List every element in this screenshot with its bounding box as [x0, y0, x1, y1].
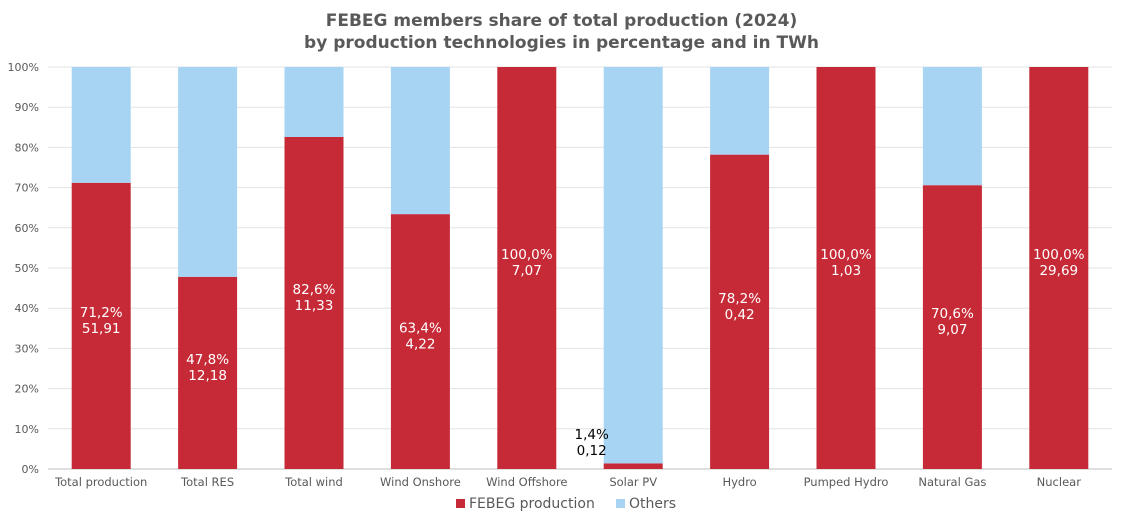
data-label-twh: 1,03 — [831, 263, 861, 279]
bar-febeg-8 — [922, 185, 982, 470]
bar-others-5 — [603, 67, 663, 464]
x-category-label: Hydro — [722, 475, 756, 489]
data-label-percent: 63,4% — [399, 321, 442, 337]
x-category-label: Pumped Hydro — [804, 475, 889, 489]
data-label-twh: 0,12 — [577, 443, 607, 459]
bar-febeg-1 — [178, 276, 238, 469]
legend-swatch-others — [616, 499, 625, 508]
legend-swatch-febeg — [456, 499, 465, 508]
data-label-twh: 9,07 — [937, 322, 967, 338]
data-label-twh: 29,69 — [1039, 263, 1078, 279]
bar-febeg-5 — [603, 463, 663, 469]
bar-febeg-7 — [816, 67, 876, 469]
y-tick-label: 60% — [15, 222, 39, 235]
y-tick-label: 70% — [15, 182, 39, 195]
data-label-percent: 47,8% — [186, 352, 229, 368]
y-tick-label: 50% — [15, 262, 39, 275]
data-label-twh: 51,91 — [82, 321, 121, 337]
bar-febeg-4 — [497, 67, 557, 469]
data-label-percent: 70,6% — [931, 306, 974, 322]
y-tick-label: 80% — [15, 141, 39, 154]
y-tick-label: 90% — [15, 101, 39, 114]
x-category-label: Wind Onshore — [380, 475, 461, 489]
data-label-twh: 11,33 — [295, 298, 334, 314]
legend: FEBEG production Others — [456, 496, 676, 512]
data-label-percent: 1,4% — [575, 427, 609, 443]
bar-others-8 — [922, 67, 982, 186]
data-label-percent: 71,2% — [80, 305, 123, 321]
bar-others-6 — [710, 67, 770, 155]
bar-others-2 — [284, 67, 344, 137]
x-category-label: Wind Offshore — [486, 475, 567, 489]
data-label-twh: 7,07 — [512, 263, 542, 279]
bars — [71, 67, 1089, 470]
data-label-percent: 100,0% — [820, 247, 872, 263]
y-tick-label: 30% — [15, 342, 39, 355]
title-line-2: by production technologies in percentage… — [304, 33, 819, 53]
data-label-percent: 78,2% — [718, 291, 761, 307]
bar-febeg-0 — [71, 182, 131, 469]
data-label-percent: 82,6% — [293, 282, 336, 298]
y-tick-label: 0% — [22, 463, 39, 476]
bar-others-1 — [178, 67, 238, 277]
bar-others-0 — [71, 67, 131, 183]
x-category-label: Total RES — [180, 475, 234, 489]
data-labels: 71,2%51,91 47,8%12,18 82,6%11,33 63,4%4,22 1… — [80, 247, 1085, 459]
bar-febeg-2 — [284, 136, 344, 469]
chart-title: FEBEG members share of total production … — [0, 10, 1123, 54]
y-tick-label: 40% — [15, 302, 39, 315]
y-axis: 0% 10% 20% 30% 40% 50% 60% 70% 80% 90% 100% — [8, 61, 39, 476]
x-category-label: Total wind — [284, 475, 343, 489]
x-axis: Total production Total RES Total wind Wind … — [54, 475, 1081, 489]
data-label-twh: 4,22 — [405, 337, 435, 353]
bar-febeg-6 — [710, 154, 770, 470]
bar-others-3 — [390, 67, 450, 215]
bar-febeg-9 — [1029, 67, 1089, 469]
x-category-label: Solar PV — [609, 475, 657, 489]
data-label-twh: 0,42 — [725, 307, 755, 323]
title-line-1: FEBEG members share of total production … — [325, 11, 798, 31]
x-category-label: Nuclear — [1037, 475, 1082, 489]
y-tick-label: 20% — [15, 383, 39, 396]
legend-label-febeg: FEBEG production — [469, 496, 595, 512]
bar-febeg-3 — [390, 214, 450, 469]
data-label-twh: 12,18 — [188, 368, 227, 384]
y-tick-label: 100% — [8, 61, 39, 74]
x-category-label: Natural Gas — [918, 475, 986, 489]
y-tick-label: 10% — [15, 423, 39, 436]
legend-label-others: Others — [629, 496, 676, 512]
x-category-label: Total production — [54, 475, 147, 489]
data-label-percent: 100,0% — [1033, 247, 1085, 263]
data-label-percent: 100,0% — [501, 247, 553, 263]
